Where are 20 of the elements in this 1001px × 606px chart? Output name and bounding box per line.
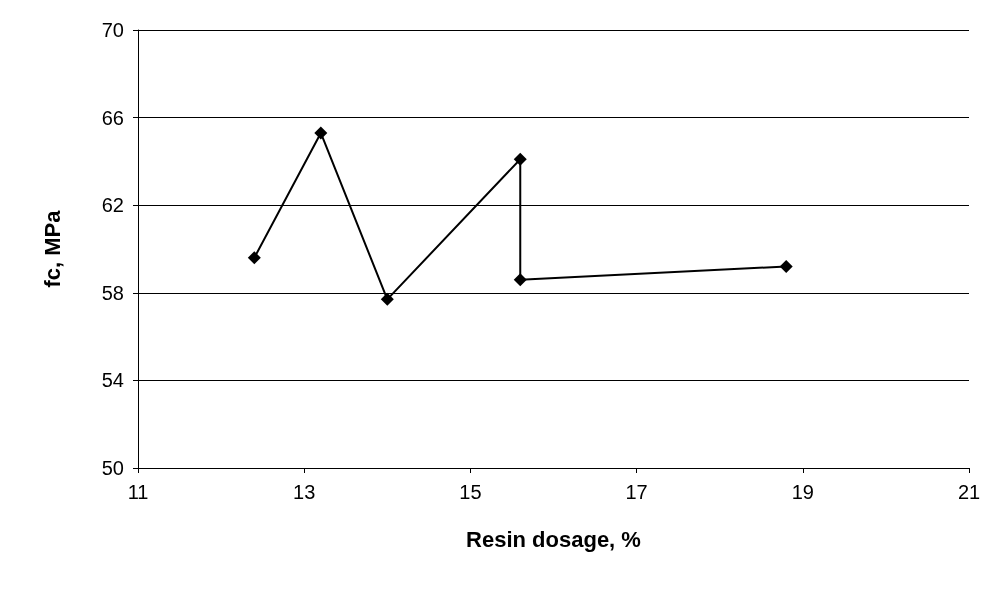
x-tick-label: 21 bbox=[957, 481, 981, 503]
y-axis-title: fc, MPa bbox=[39, 209, 65, 288]
y-tick-label: 58 bbox=[101, 281, 124, 304]
y-tick-label: 62 bbox=[101, 194, 124, 217]
y-tick-label: 54 bbox=[101, 369, 124, 392]
y-tick-label: 50 bbox=[101, 457, 124, 479]
point bbox=[513, 152, 527, 166]
x-tick-label: 11 bbox=[127, 481, 149, 503]
point bbox=[314, 126, 328, 140]
point bbox=[779, 260, 793, 274]
y-tick-label: 70 bbox=[101, 19, 124, 41]
point bbox=[247, 251, 261, 265]
point bbox=[380, 292, 394, 306]
x-tick-label: 15 bbox=[459, 481, 482, 503]
point bbox=[513, 273, 527, 287]
x-tick-label: 17 bbox=[625, 481, 648, 503]
y-tick-label: 66 bbox=[101, 106, 124, 129]
x-tick-label: 19 bbox=[791, 481, 814, 503]
x-tick-label: 13 bbox=[293, 481, 316, 503]
x-axis-title: Resin dosage, % bbox=[466, 526, 641, 552]
